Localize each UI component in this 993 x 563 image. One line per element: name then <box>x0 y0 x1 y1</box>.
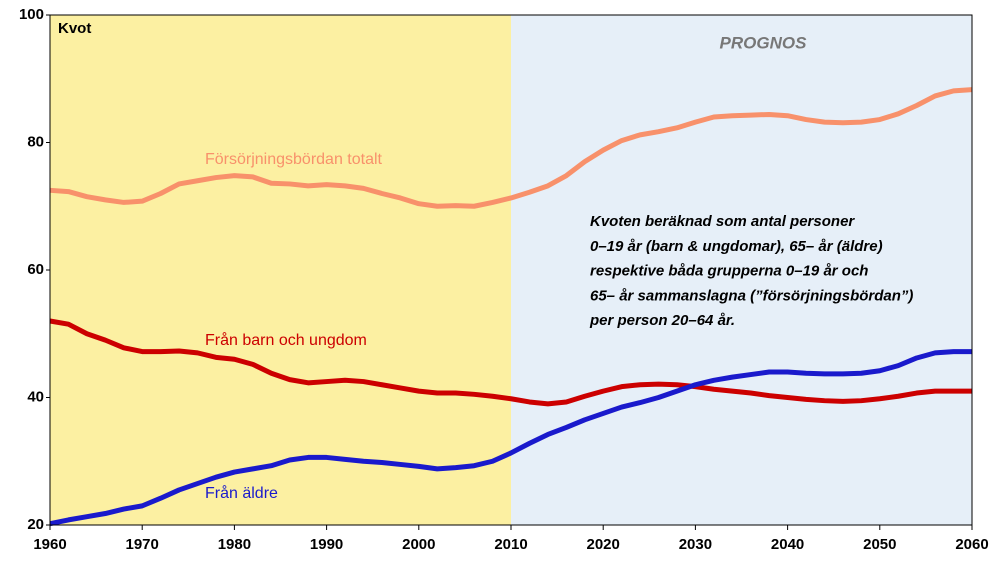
note-line: 65– år sammanslagna (”försörjningsbördan… <box>590 287 913 304</box>
x-tick-label: 1960 <box>33 536 66 553</box>
x-tick-label: 2050 <box>863 536 896 553</box>
series-label: Från barn och ungdom <box>205 331 367 349</box>
plot-frame <box>49 14 973 526</box>
note-line: Kvoten beräknad som antal personer <box>590 213 855 230</box>
series-label: Från äldre <box>205 484 278 502</box>
x-tick-label: 1990 <box>310 536 343 553</box>
y-tick-label: 100 <box>19 6 44 23</box>
y-tick-label: 80 <box>27 133 44 150</box>
history-region <box>50 15 511 525</box>
y-tick-label: 20 <box>27 516 44 533</box>
x-tick-label: 2020 <box>587 536 620 553</box>
series-line <box>49 318 972 407</box>
y-tick-label: 60 <box>27 261 44 278</box>
series-line <box>49 349 972 527</box>
x-tick-label: 2010 <box>494 536 527 553</box>
x-tick-label: 2040 <box>771 536 804 553</box>
forecast-label: PROGNOS <box>720 33 808 52</box>
note-line: 0–19 år (barn & ungdomar), 65– år (äldre… <box>590 238 883 255</box>
y-tick-label: 40 <box>27 388 44 405</box>
forecast-region <box>511 15 972 525</box>
note-line: per person 20–64 år. <box>589 312 735 329</box>
series-label: Försörjningsbördan totalt <box>205 151 383 168</box>
x-tick-label: 2060 <box>955 536 988 553</box>
x-tick-label: 2000 <box>402 536 435 553</box>
note-line: respektive båda grupperna 0–19 år och <box>590 263 868 280</box>
y-axis-label: Kvot <box>58 20 91 37</box>
x-tick-label: 1980 <box>218 536 251 553</box>
x-tick-label: 1970 <box>126 536 159 553</box>
series-line <box>49 87 973 209</box>
x-tick-label: 2030 <box>679 536 712 553</box>
